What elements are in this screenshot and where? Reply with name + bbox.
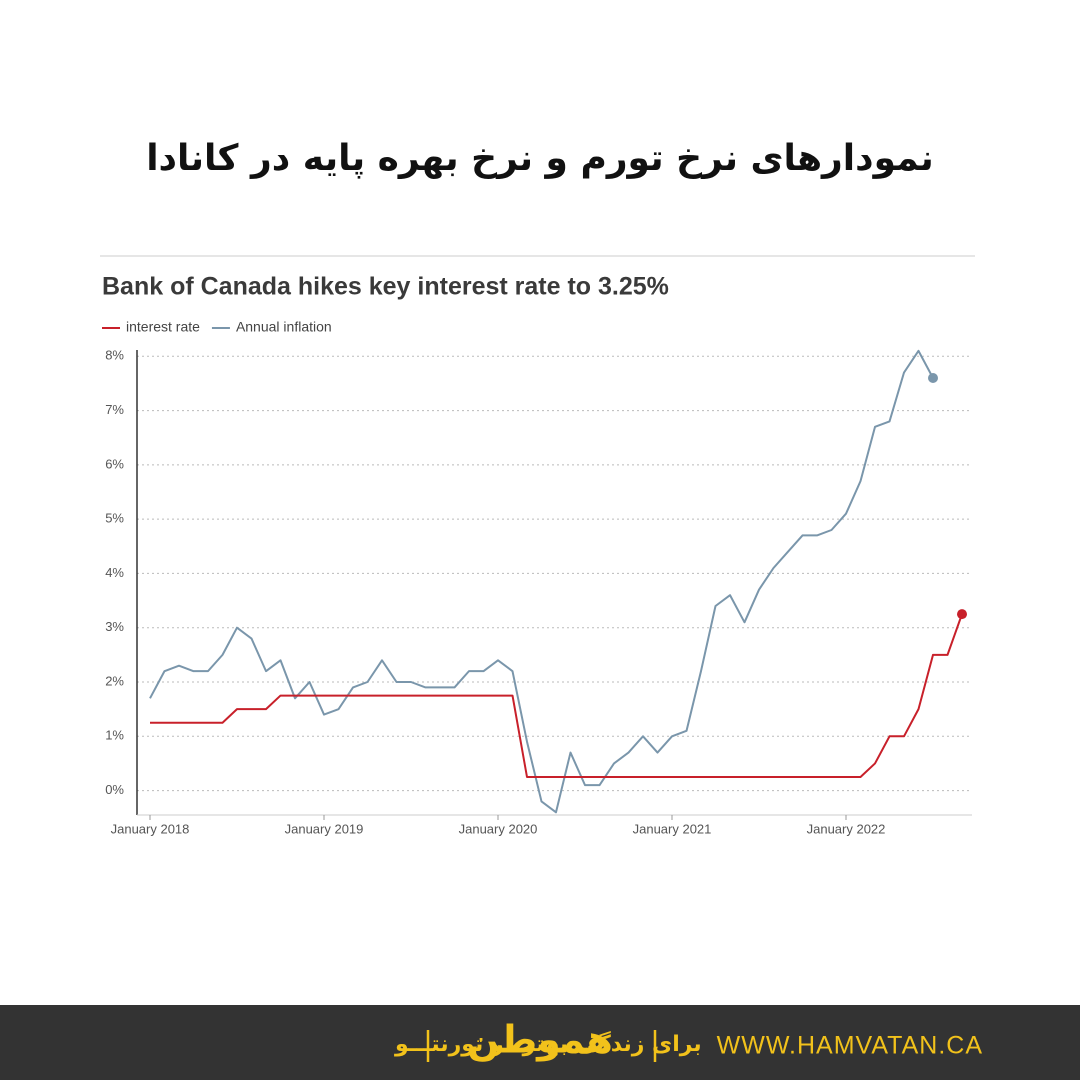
x-tick-label: January 2018 xyxy=(111,821,190,836)
y-tick-label: 3% xyxy=(105,619,124,634)
line-series xyxy=(149,349,934,814)
footer-url: WWW.HAMVATAN.CA xyxy=(717,1032,983,1060)
y-tick-label: 0% xyxy=(105,782,124,797)
end-point xyxy=(957,609,967,620)
x-tick-label: January 2021 xyxy=(633,821,712,836)
y-tick-label: 6% xyxy=(105,456,124,471)
footer-bar xyxy=(0,1005,1080,1080)
end-point xyxy=(928,373,938,383)
y-tick-label: 5% xyxy=(105,511,124,526)
y-tick-label: 4% xyxy=(105,565,124,580)
y-tick-label: 1% xyxy=(105,728,124,743)
x-tick-label: January 2019 xyxy=(285,821,364,836)
page-title: نمودارهای نرخ تورم و نرخ بهره پایه در کا… xyxy=(146,138,934,179)
y-tick-label: 8% xyxy=(105,348,124,363)
plot: 0% 1% 2% 3% 4% 5% 6% 7% 8% January 2018 January 20… xyxy=(102,319,972,836)
legend-label: Annual inflation xyxy=(236,319,332,335)
y-tick-label: 7% xyxy=(105,402,124,417)
x-tick-label: January 2022 xyxy=(807,821,886,836)
y-tick-label: 2% xyxy=(105,673,124,688)
footer-logo: هموطن xyxy=(467,1018,613,1062)
chart-title: Bank of Canada hikes key interest rate t… xyxy=(102,273,669,301)
footer-slogan: برای زندگی بهتر در تورنتـــو xyxy=(394,1030,702,1057)
line-series xyxy=(150,613,963,778)
legend-label: interest rate xyxy=(126,319,200,335)
x-tick-label: January 2020 xyxy=(459,821,538,836)
